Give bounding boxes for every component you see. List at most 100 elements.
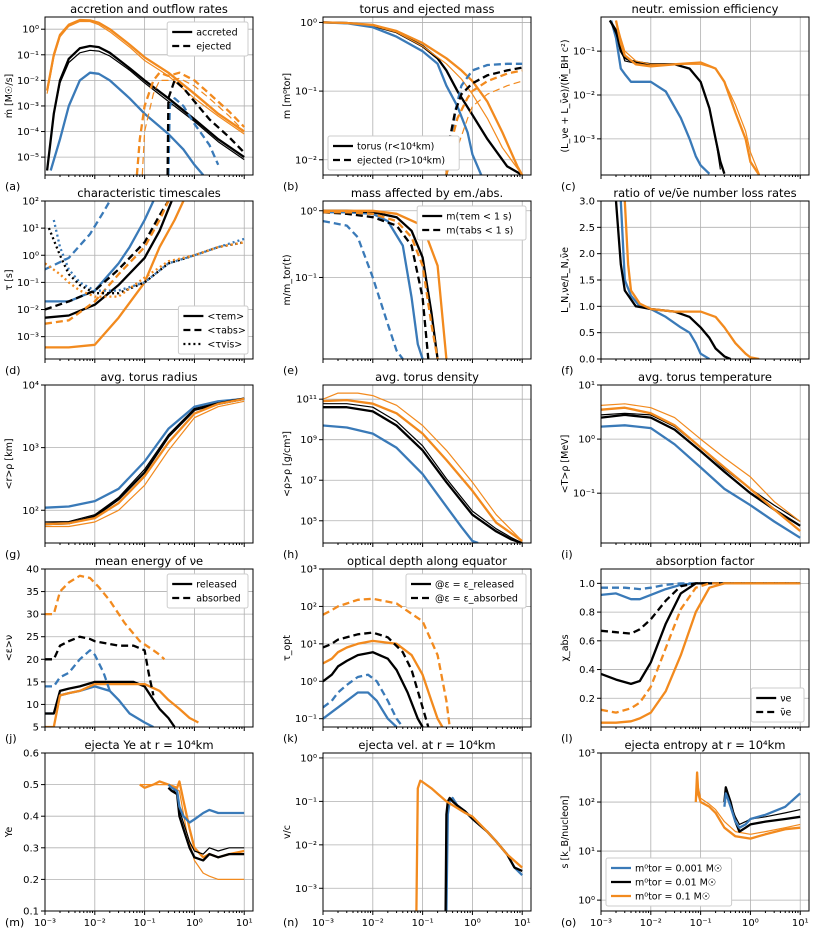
legend-box <box>750 687 805 723</box>
series-blue-solid-0 <box>601 424 801 539</box>
y-axis-label: τ_opt <box>282 635 293 661</box>
y-axis-label: (L_νe + L_ν̄e)/(Ṁ_BH c²) <box>560 39 571 152</box>
legend-label: <τvis> <box>207 340 242 351</box>
panel-h: 10⁵ 10⁷ 10⁹ 10¹¹ avg. torus density (h) <ρ>ρ [… <box>282 370 532 561</box>
x-tick-label: 10⁻³ <box>312 918 334 929</box>
plot-frame <box>322 568 532 728</box>
y-tick-label: 10² <box>578 798 595 809</box>
y-tick-label: 10⁻² <box>573 90 595 101</box>
legend-label: νe <box>780 694 791 705</box>
y-axis-label: χ_abs <box>560 634 571 661</box>
panel-m: 10⁻³10⁻²10⁻¹10⁰10¹time [s]0.10.20.30.40.… <box>4 738 254 929</box>
series-orange-solid-4 <box>323 392 523 542</box>
plot-frame <box>600 752 810 912</box>
panel-title: ratio of νe/ν̄e number loss rates <box>613 186 796 200</box>
panel-n: 10⁻³10⁻²10⁻¹10⁰10¹time [s]10⁻³10⁻²10⁻¹10… <box>282 738 532 929</box>
y-tick-label: 5 <box>33 723 39 734</box>
series-blue-dash-3 <box>323 673 404 727</box>
series-black-solid-2 <box>45 397 245 523</box>
series-blue-solid-0 <box>445 796 524 911</box>
series-orange-solid-2 <box>45 201 185 349</box>
series-orange-solid-3 <box>614 20 761 175</box>
y-tick-label: 10⁻¹ <box>295 273 317 284</box>
y-tick-label: 10³ <box>300 565 317 576</box>
panel-letter: (j) <box>5 732 17 745</box>
panel-letter: (l) <box>561 732 573 745</box>
panel-letter: (m) <box>5 916 24 929</box>
series-orange-solid-3 <box>323 21 523 175</box>
panel-title: mass affected by em./abs. <box>351 186 503 200</box>
legend-label: torus (r<10⁴km) <box>357 142 434 153</box>
series-blue-dash-3 <box>45 649 111 692</box>
y-axis-label: <ε>ν <box>4 635 15 661</box>
panel-letter: (g) <box>5 548 21 561</box>
legend-label: ejected <box>196 42 231 53</box>
series-black-dash-4 <box>323 211 430 359</box>
series-orange-dash-5 <box>45 201 170 325</box>
legend-box <box>177 305 249 355</box>
y-tick-label: 10⁻³ <box>573 134 595 145</box>
series-blue-dash-3 <box>45 201 111 271</box>
y-tick-label: 10⁰ <box>578 435 595 446</box>
series-orange-dash-5 <box>45 574 166 661</box>
series-blue-solid-0 <box>619 201 710 359</box>
y-tick-label: 10⁻³ <box>17 332 39 343</box>
panel-title: ejecta vel. at r = 10⁴km <box>358 738 495 752</box>
y-tick-label: 10⁰ <box>578 896 595 907</box>
y-tick-label: 0.0 <box>579 355 595 366</box>
legend-box <box>416 205 527 241</box>
x-tick-label: 10⁻² <box>640 918 662 929</box>
series-orange-solid-2 <box>323 209 448 359</box>
panel-letter: (b) <box>283 180 299 193</box>
series-black-dash-6 <box>166 79 246 175</box>
legend-label: @ε = ε_absorbed <box>435 594 518 605</box>
legend-label: released <box>196 580 237 591</box>
y-tick-label: 0.3 <box>23 843 39 854</box>
legend: <τem> <τabs> <τvis> <box>177 305 249 355</box>
y-tick-label: 10⁻² <box>295 155 317 166</box>
y-tick-label: 10⁰ <box>300 18 317 29</box>
panel-i: 10⁻¹ 10⁰ 10¹ avg. torus temperature (i) <T>ρ … <box>560 370 810 561</box>
y-tick-label: 10⁰ <box>22 251 39 262</box>
series-orange-solid-2 <box>323 639 444 727</box>
series-orange-solid-4 <box>615 20 760 175</box>
plot-frame <box>600 384 810 544</box>
plot-frame <box>44 568 254 728</box>
series-blue-solid-0 <box>45 685 154 727</box>
series-blue-solid-1 <box>323 21 483 175</box>
plot-frame <box>322 16 532 176</box>
series-orange-dash-5 <box>323 211 439 359</box>
y-tick-label: 0.8 <box>579 608 595 619</box>
y-tick-label: 40 <box>26 565 39 576</box>
plot-frame <box>44 752 254 912</box>
x-tick-label: 10⁻² <box>362 918 384 929</box>
series-orange-solid-3 <box>45 18 245 133</box>
x-tick-label: 10⁻³ <box>590 918 612 929</box>
y-axis-label: L_N,νe/L_N,ν̄e <box>560 247 571 313</box>
panel-d: 10⁻³ 10⁻² 10⁻¹ 10⁰ 10¹ 10² characteristic time… <box>4 186 254 377</box>
series-blue-dash-3 <box>323 219 404 359</box>
y-tick-label: 0.1 <box>23 907 39 918</box>
y-tick-label: 10⁰ <box>300 677 317 688</box>
panel-letter: (c) <box>561 180 576 193</box>
legend-label: ν̄e <box>780 708 791 719</box>
series-black-solid-1 <box>45 44 245 171</box>
y-tick-label: 0.2 <box>23 875 39 886</box>
panel-title: avg. torus radius <box>100 370 197 384</box>
y-tick-label: 10¹¹ <box>296 395 317 406</box>
y-tick-label: 10⁰ <box>300 753 317 764</box>
panel-e: 10⁻¹ 10⁰ mass affected by em./abs. (e) m/m_t… <box>282 186 532 377</box>
y-tick-label: 1.0 <box>579 302 595 313</box>
series-blue-solid-0 <box>45 397 245 509</box>
y-axis-label: v/c <box>282 825 293 839</box>
series-black-solid-2 <box>323 403 523 543</box>
y-tick-label: 10⁻¹ <box>295 797 317 808</box>
y-axis-label: <ρ>ρ [g/cm³] <box>282 431 293 497</box>
legend-label: m(τem < 1 s) <box>446 212 512 223</box>
plot-frame <box>44 16 254 176</box>
y-tick-label: 0.6 <box>579 636 595 647</box>
panel-letter: (n) <box>283 916 299 929</box>
y-tick-label: 3.0 <box>579 197 595 208</box>
y-tick-label: 10¹ <box>300 639 317 650</box>
panel-title: ejecta entropy at r = 10⁴km <box>624 738 785 752</box>
